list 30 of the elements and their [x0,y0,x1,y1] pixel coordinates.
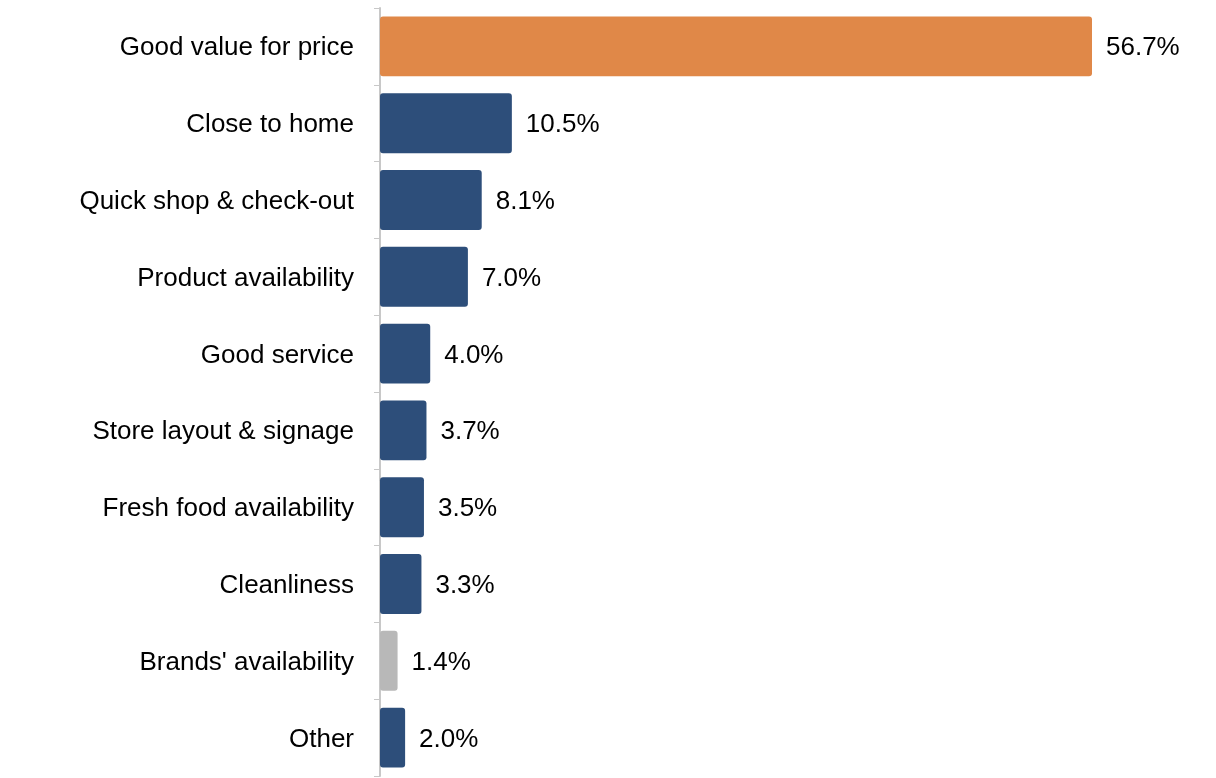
bar [380,400,427,461]
bar [380,246,468,307]
data-label: 3.5% [437,492,498,523]
y-tick-label: Brands' availability [139,645,354,676]
y-tick-label: Fresh food availability [102,492,354,523]
y-tick-label: Good service [200,338,354,369]
bar [380,323,431,384]
data-label: 2.0% [419,722,479,753]
y-tick-label: Cleanliness [219,569,354,599]
bar [380,16,1092,77]
data-label: 10.5% [525,108,600,139]
y-tick-label: Other [288,722,355,753]
y-tick-label: Store layout & signage [92,415,354,446]
data-label: 4.0% [444,338,504,369]
bar [380,477,424,538]
data-label: 3.7% [440,415,500,446]
bar [380,630,398,691]
data-label: 8.1% [495,185,555,215]
y-tick-label: Close to home [186,108,354,139]
data-label: 1.4% [411,645,471,676]
data-label: 56.7% [1106,31,1180,62]
y-tick-label: Quick shop & check-out [79,185,355,215]
bar [380,554,422,614]
data-label: 7.0% [481,261,542,292]
data-label: 3.3% [435,569,495,599]
y-tick-label: Good value for price [119,31,354,62]
bar [380,707,406,768]
y-tick-label: Product availability [137,261,354,292]
bar [380,93,512,154]
bar [380,170,482,230]
